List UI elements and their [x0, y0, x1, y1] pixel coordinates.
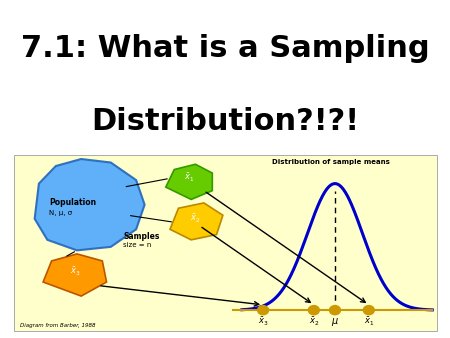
Text: N, μ, σ: N, μ, σ [50, 211, 72, 216]
Text: $\bar{x}_1$: $\bar{x}_1$ [184, 172, 194, 184]
Polygon shape [170, 203, 223, 240]
Text: Population: Population [50, 198, 97, 208]
Text: Diagram from Barber, 1988: Diagram from Barber, 1988 [20, 323, 95, 329]
Text: $\bar{x}_2$: $\bar{x}_2$ [190, 213, 201, 225]
Text: size = n: size = n [123, 242, 152, 248]
Text: Samples: Samples [123, 232, 160, 241]
Circle shape [363, 306, 374, 315]
Text: $\bar{x}_1$: $\bar{x}_1$ [364, 315, 374, 328]
Text: Distribution of sample means: Distribution of sample means [272, 159, 390, 165]
Text: 7.1: What is a Sampling: 7.1: What is a Sampling [21, 34, 429, 63]
Polygon shape [43, 254, 107, 296]
Text: $\bar{x}_3$: $\bar{x}_3$ [70, 266, 80, 279]
Circle shape [308, 306, 319, 315]
Circle shape [329, 306, 341, 315]
Text: $\mu$: $\mu$ [331, 316, 339, 328]
Polygon shape [35, 159, 144, 250]
Text: $\bar{x}_2$: $\bar{x}_2$ [309, 315, 319, 328]
Text: $\bar{x}_3$: $\bar{x}_3$ [258, 315, 268, 328]
Circle shape [257, 306, 269, 315]
FancyBboxPatch shape [14, 155, 436, 331]
Polygon shape [166, 164, 212, 199]
Text: Distribution?!?!: Distribution?!?! [91, 107, 359, 136]
